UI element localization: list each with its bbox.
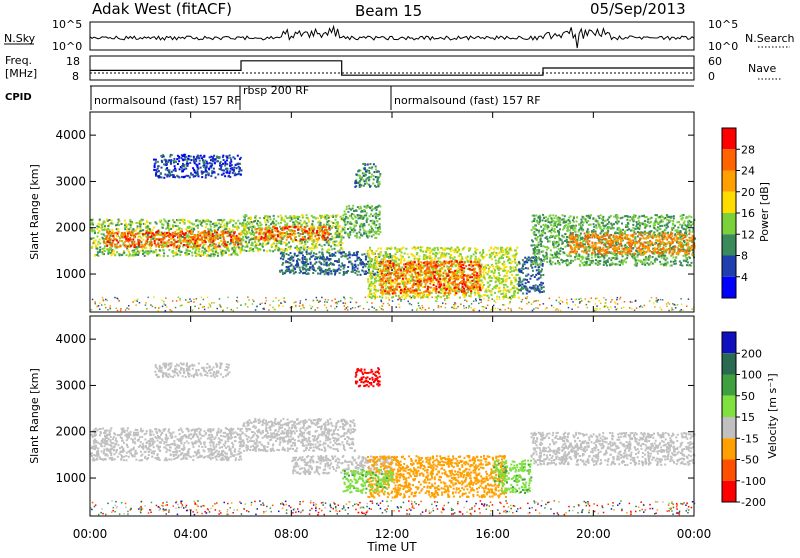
vel-data-region-0	[90, 427, 243, 461]
cpid-segment-2: rbsp 200 RF	[243, 84, 309, 97]
power-colorbar-swatch-5	[722, 234, 736, 255]
velocity-colorbar-tick-4: -15	[741, 432, 759, 445]
power-ylabel: Slant Range [km]	[28, 164, 41, 260]
power-colorbar-tick-6: 4	[741, 271, 748, 284]
vel-data-noise	[90, 500, 695, 515]
cpid-segment-1: normalsound (fast) 157 RF	[94, 94, 241, 107]
time-axis-label: Time UT	[366, 540, 417, 554]
time-tick-6: 00:00	[677, 527, 712, 541]
velocity-colorbar-tick-5: -50	[741, 454, 759, 467]
power-colorbar-swatch-7	[722, 277, 736, 298]
noise-left-tick-low: 10^0	[52, 40, 82, 53]
velocity-colorbar-label: Velocity [m s⁻¹]	[766, 373, 779, 458]
noise-left-label: N.Sky	[4, 32, 36, 45]
vel-data-region-8	[154, 362, 230, 378]
vel-data-region-1	[241, 418, 356, 452]
cpid-row: CPID normalsound (fast) 157 RF rbsp 200 …	[5, 84, 694, 110]
noise-panel: N.Sky 10^5 10^0 10^5 10^0 N.Search	[4, 18, 795, 53]
power-colorbar-tick-3: 16	[741, 207, 755, 220]
velocity-ylabel: Slant Range [km]	[28, 368, 41, 464]
power-colorbar-label: Power [dB]	[758, 182, 771, 242]
velocity-colorbar-tick-6: -100	[741, 475, 766, 488]
velocity-ytick-4000: 4000	[55, 332, 86, 346]
time-tick-0: 00:00	[73, 527, 108, 541]
freq-tick-low: 8	[72, 70, 79, 83]
noise-right-label: N.Search	[745, 32, 795, 45]
vel-data-region-4	[342, 469, 394, 494]
noise-right-tick-low: 10^0	[708, 40, 738, 53]
nave-tick-high: 60	[708, 55, 722, 68]
velocity-colorbar-tick-2: 50	[741, 390, 755, 403]
velocity-colorbar-swatch-7	[722, 481, 736, 502]
power-colorbar-swatch-3	[722, 192, 736, 213]
power-data-region-11	[153, 154, 243, 179]
power-colorbar-tick-5: 8	[741, 250, 748, 263]
vel-data-region-6	[530, 432, 695, 466]
power-colorbar: 28 24 20 16 12 8 4	[722, 128, 755, 298]
power-data-region-9	[530, 214, 696, 267]
time-tick-5: 20:00	[576, 527, 611, 541]
power-data-region-12	[354, 163, 381, 188]
freq-label-line1: Freq.	[5, 54, 32, 67]
power-data-region-5	[342, 205, 382, 239]
velocity-ytick-3000: 3000	[55, 378, 86, 392]
power-colorbar-tick-0: 28	[741, 143, 755, 156]
velocity-colorbar-swatch-2	[722, 375, 736, 396]
power-ytick-2000: 2000	[55, 221, 86, 235]
power-colorbar-swatch-0	[722, 128, 736, 149]
vel-data-region-2	[291, 455, 393, 475]
power-colorbar-swatch-2	[722, 171, 736, 192]
velocity-data-regions	[90, 362, 696, 515]
power-ytick-4000: 4000	[55, 128, 86, 142]
velocity-colorbar-tick-3: 15	[741, 411, 755, 424]
cpid-segment-3: normalsound (fast) 157 RF	[394, 94, 541, 107]
power-colorbar-swatch-6	[722, 256, 736, 277]
velocity-panel: 1000 2000 3000 4000 Slant Range [km] 200 100…	[28, 316, 779, 516]
power-data-regions	[90, 154, 696, 312]
power-colorbar-swatch-4	[722, 213, 736, 234]
power-ytick-1000: 1000	[55, 267, 86, 281]
velocity-colorbar-swatch-4	[722, 417, 736, 438]
power-colorbar-tick-1: 24	[741, 165, 755, 178]
velocity-ytick-1000: 1000	[55, 471, 86, 485]
velocity-colorbar-swatch-0	[722, 332, 736, 353]
time-tick-3: 12:00	[375, 527, 410, 541]
velocity-colorbar-swatch-6	[722, 460, 736, 481]
time-tick-4: 16:00	[475, 527, 510, 541]
beam-title: Beam 15	[355, 2, 422, 20]
noise-right-tick-high: 10^5	[708, 18, 738, 31]
noise-left-tick-high: 10^5	[52, 18, 82, 31]
freq-label-line2: [MHz]	[5, 67, 37, 80]
nave-tick-low: 0	[708, 70, 715, 83]
date-title: 05/Sep/2013	[590, 0, 686, 18]
velocity-colorbar-swatch-3	[722, 396, 736, 417]
power-colorbar-swatch-1	[722, 149, 736, 170]
freq-tick-high: 18	[66, 55, 80, 68]
velocity-colorbar-swatch-1	[722, 353, 736, 374]
power-ytick-3000: 3000	[55, 174, 86, 188]
velocity-colorbar-tick-1: 100	[741, 369, 762, 382]
velocity-colorbar-tick-0: 200	[741, 347, 762, 360]
frequency-panel: Freq. [MHz] 18 8 60 0 Nave	[5, 54, 782, 83]
velocity-colorbar: 200 100 50 15 -15 -50 -100 -200	[722, 332, 766, 509]
nave-label: Nave	[748, 62, 776, 75]
power-panel: 1000 2000 3000 4000 Slant Range [km] 28 24 20…	[28, 112, 771, 312]
time-tick-2: 08:00	[274, 527, 309, 541]
velocity-colorbar-swatch-5	[722, 438, 736, 459]
power-colorbar-tick-4: 12	[741, 228, 755, 241]
velocity-ytick-2000: 2000	[55, 425, 86, 439]
noise-sky-trace	[90, 27, 694, 48]
power-colorbar-tick-2: 20	[741, 186, 755, 199]
velocity-colorbar-tick-7: -200	[741, 496, 766, 509]
time-tick-1: 04:00	[173, 527, 208, 541]
vel-data-region-7	[355, 367, 381, 387]
cpid-label: CPID	[5, 92, 32, 103]
station-title: Adak West (fitACF)	[92, 0, 232, 18]
